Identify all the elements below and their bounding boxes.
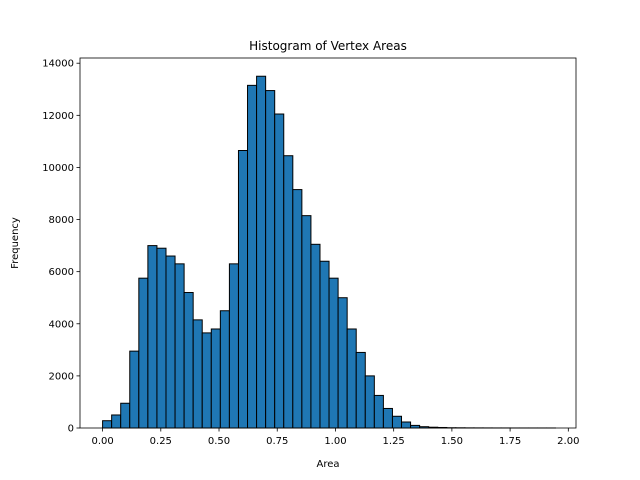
histogram-bar: [265, 90, 276, 429]
y-tick-label: 10000: [42, 163, 74, 174]
histogram-bar: [138, 277, 149, 429]
y-tick-label: 12000: [42, 111, 74, 122]
histogram-bar: [310, 243, 321, 429]
histogram-bar: [256, 75, 267, 429]
histogram-bar: [183, 292, 194, 429]
x-axis: 0.00 0.25 0.50 0.75 1.00 1.25 1.50 1.75 2.00: [91, 428, 579, 447]
x-tick-label: 1.50: [441, 436, 463, 447]
x-tick-label: 0.25: [150, 436, 172, 447]
histogram-bar: [147, 245, 158, 429]
histogram-bar: [156, 247, 167, 429]
histogram-bar: [102, 420, 113, 429]
histogram-bar: [319, 260, 330, 429]
y-tick-label: 8000: [49, 215, 74, 226]
x-tick-label: 0.00: [91, 436, 113, 447]
x-tick-label: 1.00: [324, 436, 346, 447]
x-tick-label: 0.50: [208, 436, 230, 447]
histogram-bar: [165, 255, 176, 429]
histogram-bar: [328, 277, 339, 429]
y-axis: 0 2000 4000 6000 8000 10000 12000 14000: [42, 59, 80, 435]
histogram-bar: [401, 421, 412, 429]
x-tick-label: 1.75: [499, 436, 521, 447]
histogram-bar: [120, 402, 131, 429]
y-tick-label: 2000: [49, 371, 74, 382]
histogram-bar: [111, 414, 122, 429]
histogram-bar: [346, 328, 357, 429]
x-tick-label: 1.25: [383, 436, 405, 447]
histogram-bar: [283, 155, 294, 429]
histogram-bar: [337, 297, 348, 429]
histogram-bar: [228, 263, 239, 429]
x-axis-label: Area: [316, 459, 339, 470]
y-tick-label: 4000: [49, 319, 74, 330]
histogram-bar: [391, 415, 403, 429]
histogram-bar: [192, 319, 203, 429]
x-tick-label: 2.00: [557, 436, 579, 447]
histogram-bar: [201, 332, 212, 429]
histogram-bar: [274, 113, 285, 429]
y-tick-label: 6000: [49, 267, 74, 278]
histogram-bar: [292, 189, 303, 429]
histogram-bar: [129, 350, 140, 429]
y-axis-label: Frequency: [10, 217, 21, 269]
histogram-bar: [219, 310, 230, 429]
y-tick-label: 14000: [42, 59, 74, 70]
histogram-bar: [174, 263, 185, 429]
histogram-bar: [373, 394, 384, 429]
x-tick-label: 0.75: [266, 436, 288, 447]
histogram-bar: [364, 375, 375, 429]
histogram-bar: [237, 150, 249, 429]
plot-frame: [79, 57, 577, 429]
chart-title: Histogram of Vertex Areas: [249, 39, 407, 53]
y-tick-label: 0: [68, 424, 74, 435]
histogram-bar: [247, 84, 258, 429]
histogram-bar: [355, 351, 366, 429]
histogram-bar: [210, 328, 221, 429]
histogram-bar: [301, 215, 312, 429]
histogram-bar: [382, 407, 393, 429]
bars-group: [102, 75, 557, 429]
